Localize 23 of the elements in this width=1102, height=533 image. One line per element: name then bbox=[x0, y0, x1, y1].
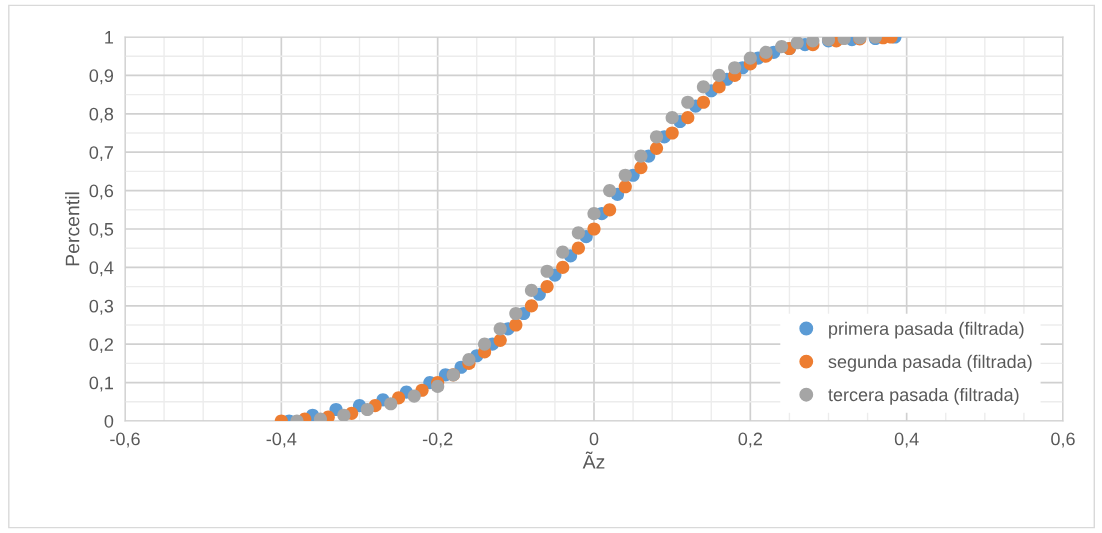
y-tick-label: 0,5 bbox=[89, 222, 114, 238]
x-tick-label: -0,2 bbox=[422, 432, 453, 448]
x-tick-label: 0,6 bbox=[1051, 432, 1075, 448]
y-axis-title: Percentil bbox=[65, 192, 80, 266]
x-tick-label: 0,4 bbox=[894, 432, 919, 448]
y-tick-label: 0 bbox=[104, 414, 114, 428]
x-tick-label: 0,2 bbox=[738, 432, 762, 448]
legend-label: tercera pasada (filtrada) bbox=[828, 387, 1019, 405]
y-tick-label: 0,8 bbox=[89, 107, 114, 123]
y-tick-label: 0,3 bbox=[89, 299, 114, 315]
legend-label: segunda pasada (filtrada) bbox=[828, 354, 1032, 372]
legend-label: primera pasada (filtrada) bbox=[829, 321, 1024, 339]
y-tick-label: 0,6 bbox=[89, 184, 114, 200]
x-axis-title: Ãz bbox=[582, 451, 605, 469]
x-tick-label: -0,6 bbox=[110, 432, 140, 448]
x-tick-label: -0,4 bbox=[266, 432, 297, 448]
y-tick-label: 0,2 bbox=[89, 338, 113, 354]
y-tick-label: 0,9 bbox=[89, 69, 114, 85]
y-tick-label: 0,7 bbox=[89, 146, 113, 162]
y-tick-label: 0,4 bbox=[89, 261, 114, 277]
y-tick-label: 0,1 bbox=[89, 376, 114, 392]
y-tick-label: 1 bbox=[105, 31, 114, 44]
x-tick-label: 0 bbox=[589, 432, 599, 446]
